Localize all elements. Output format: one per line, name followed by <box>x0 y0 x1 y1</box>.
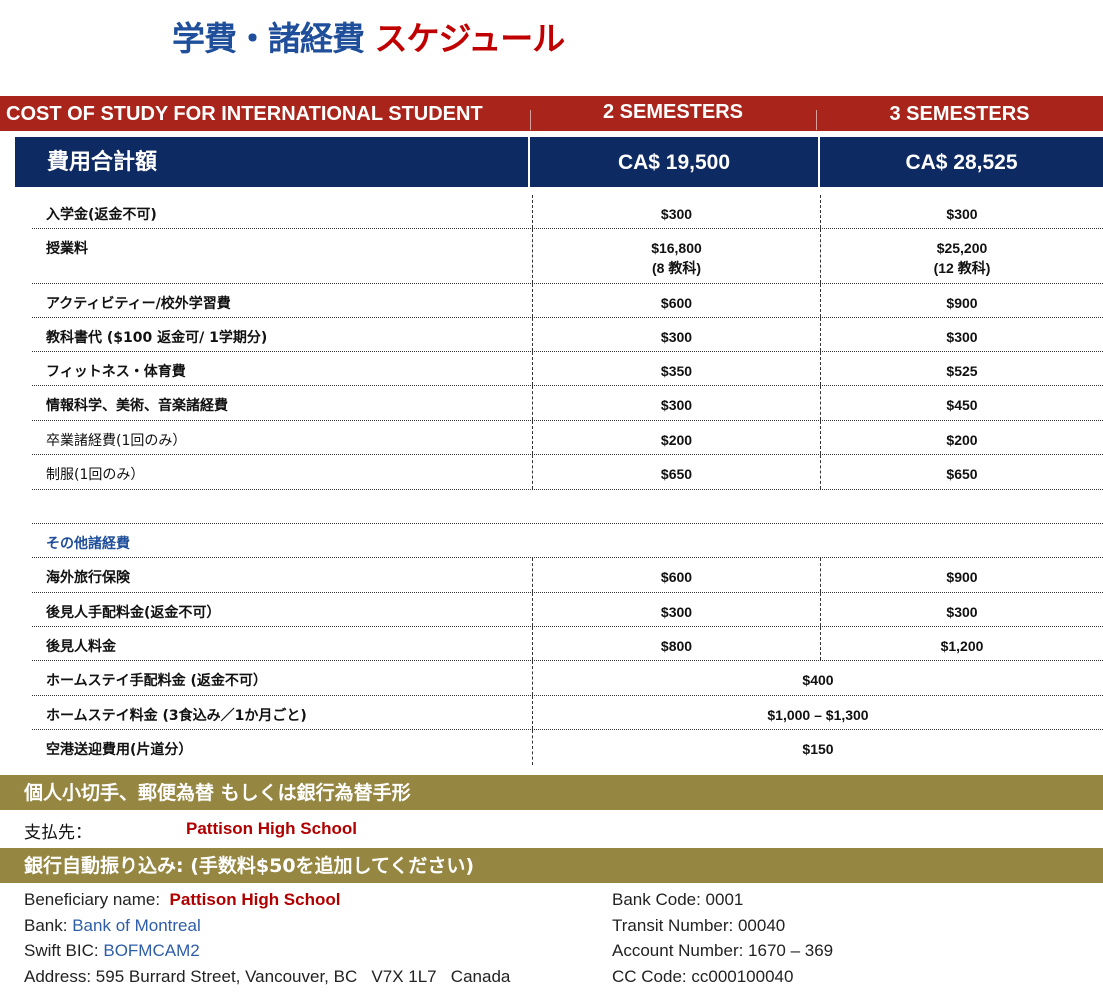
divider <box>528 137 530 187</box>
bank-code: Bank Code: 0001 <box>612 890 744 909</box>
col1-note: (8 教科) <box>652 260 701 276</box>
col1-value: $650 <box>532 455 820 489</box>
row-label: 入学金(返金不可) <box>46 207 157 223</box>
row-label: 教科書代 ($100 返金可/ 1学期分) <box>46 330 268 346</box>
row-label: 情報科学、美術、音楽諸経費 <box>46 398 228 414</box>
table-row: 卒業諸経費(1回のみ） $200 $200 <box>32 421 1103 455</box>
swift-line: Swift BIC: BOFMCAM2 <box>24 938 510 964</box>
col1-value: $800 <box>532 627 820 660</box>
bank-details-right: Bank Code: 0001 Transit Number: 00040 Ac… <box>612 887 833 989</box>
transit-number: Transit Number: 00040 <box>612 915 786 935</box>
col2-value: $300 <box>820 318 1103 351</box>
divider <box>816 110 817 130</box>
col2-value: $450 <box>820 386 1103 420</box>
other-fees-heading: その他諸経費 <box>46 536 130 552</box>
account-number: Account Number: 1670 – 369 <box>612 941 834 960</box>
table-row: 空港送迎費用(片道分） $150 <box>32 730 1103 765</box>
row-label: 後見人料金 <box>46 639 116 655</box>
col1-value: $16,800 (8 教科) <box>532 229 820 283</box>
table-row: アクティビティー/校外学習費 $600 $900 <box>32 284 1103 318</box>
table-row: 教科書代 ($100 返金可/ 1学期分) $300 $300 <box>32 318 1103 352</box>
payto-name: Pattison High School <box>186 819 357 838</box>
col1-value: $350 <box>532 352 820 385</box>
bank-label: Bank: <box>24 915 68 935</box>
col2-value: $25,200 (12 教科) <box>820 229 1103 283</box>
col1-value: $300 <box>532 195 820 228</box>
total-col2: CA$ 28,525 <box>905 151 1018 174</box>
col2-value: $200 <box>820 421 1103 454</box>
col1-value: $300 <box>532 386 820 420</box>
total-bar: 費用合計額 CA$ 19,500 CA$ 28,525 <box>15 137 1103 187</box>
blank-row <box>32 490 1103 524</box>
table-row: 後見人料金 $800 $1,200 <box>32 627 1103 661</box>
col1-amount: $16,800 <box>651 240 702 256</box>
header-col2: 3 SEMESTERS <box>889 103 1030 125</box>
cc-code: CC Code: cc000100040 <box>612 966 794 986</box>
total-col1: CA$ 19,500 <box>617 151 731 174</box>
row-label: 海外旅行保険 <box>46 570 130 586</box>
header-heading: COST OF STUDY FOR INTERNATIONAL STUDENT <box>6 103 483 125</box>
row-label: 卒業諸経費(1回のみ） <box>46 433 187 449</box>
table-row: 後見人手配料金(返金不可） $300 $300 <box>32 593 1103 627</box>
table-row: 海外旅行保険 $600 $900 <box>32 558 1103 593</box>
beneficiary-name: Pattison High School <box>169 890 341 909</box>
col2-value: $900 <box>820 558 1103 592</box>
col1-value: $300 <box>532 318 820 351</box>
row-label: フィットネス・体育費 <box>46 364 186 380</box>
row-label: 授業料 <box>46 241 88 257</box>
bank-line: Bank: Bank of Montreal <box>24 913 510 939</box>
divider <box>818 137 820 187</box>
col1-value: $200 <box>532 421 820 454</box>
section-row <box>32 524 1103 558</box>
col2-amount: $25,200 <box>936 240 988 256</box>
table-row: ホームステイ料金 (3食込み／1か月ごと) $1,000 – $1,300 <box>32 696 1103 730</box>
check-heading: 個人小切手、郵便為替 もしくは銀行為替手形 <box>0 775 1103 810</box>
swift-code: BOFMCAM2 <box>103 941 200 960</box>
table-row: 授業料 $16,800 (8 教科) $25,200 (12 教科) <box>32 229 1103 284</box>
beneficiary-label: Beneficiary name: <box>24 890 161 909</box>
col2-value: $900 <box>820 284 1103 317</box>
row-label: ホームステイ手配料金 (返金不可） <box>46 673 267 689</box>
col2-value: $525 <box>820 352 1103 385</box>
header-col1: 2 SEMESTERS <box>602 101 744 123</box>
col1-value: $600 <box>532 558 820 592</box>
payto-label: 支払先： <box>24 823 92 843</box>
address-line: Address: 595 Burrard Street, Vancouver, … <box>24 966 511 986</box>
bank-name: Bank of Montreal <box>72 915 201 935</box>
shared-value: $1,000 – $1,300 <box>532 696 1103 729</box>
bank-details-left: Beneficiary name: Pattison High School B… <box>24 887 510 989</box>
table-row: ホームステイ手配料金 (返金不可） $400 <box>32 661 1103 696</box>
col2-value: $650 <box>820 455 1103 489</box>
row-label: 後見人手配料金(返金不可） <box>46 605 221 621</box>
table-row: 情報科学、美術、音楽諸経費 $300 $450 <box>32 386 1103 421</box>
row-label: アクティビティー/校外学習費 <box>46 296 231 312</box>
row-label: 空港送迎費用(片道分） <box>46 742 193 758</box>
col1-value: $600 <box>532 284 820 317</box>
col2-value: $300 <box>820 593 1103 626</box>
col2-value: $300 <box>820 195 1103 228</box>
page-title: 学費・諸経費 スケジュール <box>172 12 566 60</box>
header-bar: COST OF STUDY FOR INTERNATIONAL STUDENT … <box>0 96 1103 131</box>
beneficiary-line: Beneficiary name: Pattison High School <box>24 887 510 913</box>
wire-heading: 銀行自動振り込み: (手数料$50を追加してください) <box>0 848 1103 883</box>
swift-label: Swift BIC: <box>24 941 99 960</box>
table-row: 入学金(返金不可) $300 $300 <box>32 195 1103 229</box>
title-part2: スケジュール <box>374 19 566 58</box>
col2-note: (12 教科) <box>933 260 991 276</box>
col2-value: $1,200 <box>820 627 1103 660</box>
row-label: 制服(1回のみ） <box>46 467 145 483</box>
total-label: 費用合計額 <box>47 150 158 175</box>
row-label: ホームステイ料金 (3食込み／1か月ごと) <box>46 708 307 724</box>
divider <box>530 110 531 130</box>
shared-value: $400 <box>532 661 1103 695</box>
shared-value: $150 <box>532 730 1103 765</box>
title-part1: 学費・諸経費 <box>172 19 365 58</box>
table-row: フィットネス・体育費 $350 $525 <box>32 352 1103 386</box>
col1-value: $300 <box>532 593 820 626</box>
table-row: 制服(1回のみ） $650 $650 <box>32 455 1103 490</box>
